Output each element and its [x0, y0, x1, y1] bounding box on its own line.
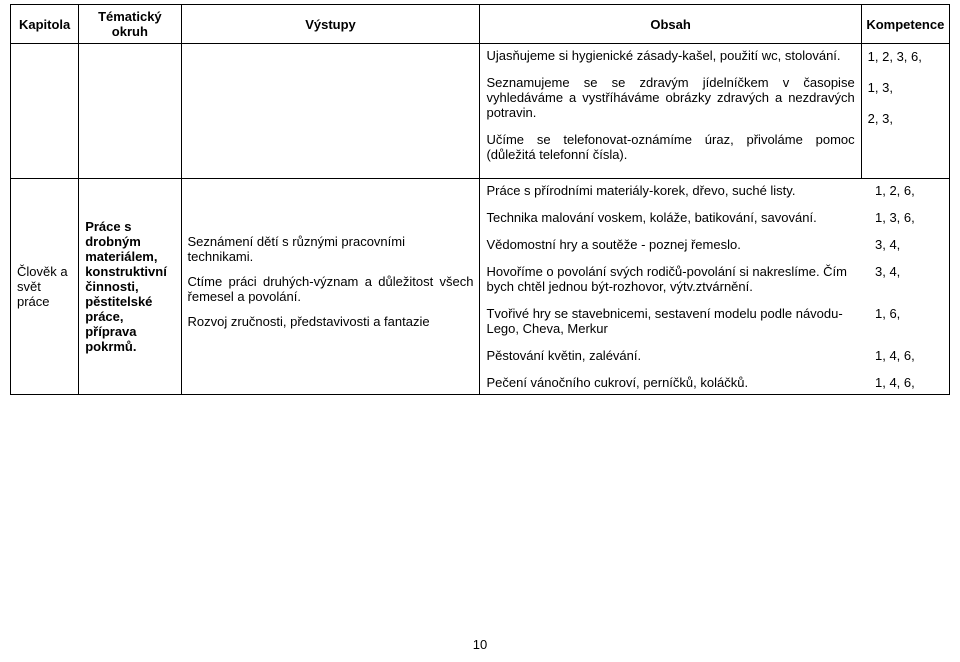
kompetence-value: 1, 4, 6, [875, 375, 943, 390]
col-header-vystupy: Výstupy [181, 5, 480, 44]
kompetence-value: 3, 4, [875, 237, 943, 252]
obsah-line: Práce s přírodními materiály-korek, dřev… [486, 183, 875, 198]
kapitola-label: Člověk a svět práce [17, 264, 68, 309]
obsah-paragraph: Seznamujeme se se zdravým jídelníčkem v … [486, 75, 854, 120]
kompetence-value: 1, 3, 6, [875, 210, 943, 225]
table-row: Ujasňujeme si hygienické zásady-kašel, p… [11, 44, 950, 179]
output-item: Seznámení dětí s různými pracovními tech… [188, 234, 474, 264]
kompetence-value: 1, 4, 6, [875, 348, 943, 363]
page-number: 10 [0, 637, 960, 652]
col-header-okruh: Tématický okruh [79, 5, 181, 44]
kompetence-value: 1, 6, [875, 306, 943, 336]
cell-obsah: Ujasňujeme si hygienické zásady-kašel, p… [480, 44, 861, 179]
cell-okruh: Práce s drobným materiálem, konstruktivn… [79, 179, 181, 395]
kompetence-value: 2, 3, [868, 110, 943, 129]
obsah-paragraph: Učíme se telefonovat-oznámíme úraz, přiv… [486, 132, 854, 162]
cell-obsah-kompetence-merged: Práce s přírodními materiály-korek, dřev… [480, 179, 950, 395]
obsah-line: Pěstování květin, zalévání. [486, 348, 875, 363]
cell-vystupy: Seznámení dětí s různými pracovními tech… [181, 179, 480, 395]
cell-okruh-empty [79, 44, 181, 179]
kompetence-value: 3, 4, [875, 264, 943, 294]
kompetence-value: 1, 3, [868, 79, 943, 98]
obsah-line: Vědomostní hry a soutěže - poznej řemesl… [486, 237, 875, 252]
cell-kompetence: 1, 2, 3, 6, 1, 3, 2, 3, [861, 44, 949, 179]
kompetence-value: 1, 2, 3, 6, [868, 48, 943, 67]
obsah-paragraph: Ujasňujeme si hygienické zásady-kašel, p… [486, 48, 854, 63]
cell-kapitola-empty [11, 44, 79, 179]
table-row: Člověk a svět práce Práce s drobným mate… [11, 179, 950, 395]
obsah-line: Technika malování voskem, koláže, batiko… [486, 210, 875, 225]
cell-kapitola: Člověk a svět práce [11, 179, 79, 395]
output-item: Rozvoj zručnosti, představivosti a fanta… [188, 314, 474, 329]
kompetence-value: 1, 2, 6, [875, 183, 943, 198]
curriculum-table: Kapitola Tématický okruh Výstupy Obsah K… [10, 4, 950, 395]
col-header-kompetence: Kompetence [861, 5, 949, 44]
obsah-line: Tvořivé hry se stavebnicemi, sestavení m… [486, 306, 875, 336]
okruh-label: Práce s drobným materiálem, konstruktivn… [85, 219, 167, 354]
col-header-kapitola: Kapitola [11, 5, 79, 44]
output-item: Ctíme práci druhých-význam a důležitost … [188, 274, 474, 304]
table-header-row: Kapitola Tématický okruh Výstupy Obsah K… [11, 5, 950, 44]
obsah-line: Hovoříme o povolání svých rodičů-povolán… [486, 264, 875, 294]
cell-vystupy-empty [181, 44, 480, 179]
obsah-line: Pečení vánočního cukroví, perníčků, kolá… [486, 375, 875, 390]
col-header-obsah: Obsah [480, 5, 861, 44]
